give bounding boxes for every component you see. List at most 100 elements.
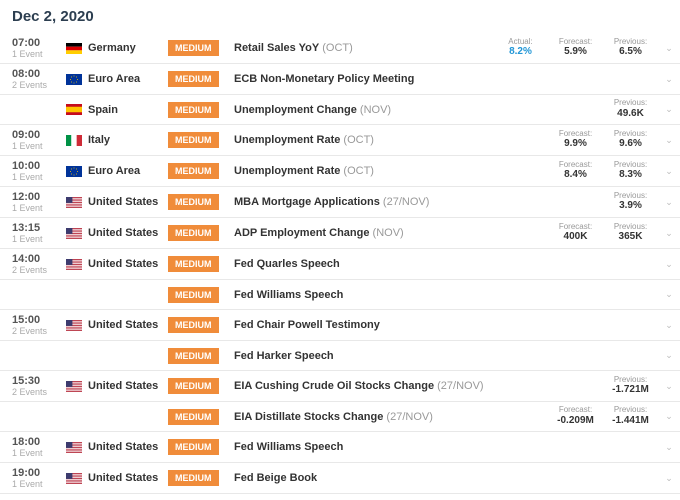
previous-cell: Previous:365K	[603, 223, 658, 244]
event-time: 13:15	[12, 222, 60, 234]
event-name: Fed Harker Speech	[226, 350, 493, 362]
flag-cell	[60, 320, 88, 331]
expand-chevron-icon[interactable]: ⌄	[658, 43, 680, 54]
event-row[interactable]: MEDIUMFed Williams Speech⌄	[0, 280, 680, 310]
time-cell: 14:002 Events	[0, 253, 60, 275]
expand-chevron-icon[interactable]: ⌄	[658, 104, 680, 115]
flag-cell	[60, 473, 88, 484]
previous-label: Previous:	[603, 223, 658, 232]
event-row[interactable]: MEDIUMEIA Distillate Stocks Change (27/N…	[0, 402, 680, 432]
event-name: Fed Quarles Speech	[226, 258, 493, 270]
expand-chevron-icon[interactable]: ⌄	[658, 320, 680, 331]
time-cell: 08:002 Events	[0, 68, 60, 90]
event-name: Fed Williams Speech	[226, 289, 493, 301]
eu-flag-icon	[66, 74, 82, 85]
event-list: 07:001 EventGermanyMEDIUMRetail Sales Yo…	[0, 33, 680, 494]
event-name: ADP Employment Change (NOV)	[226, 227, 493, 239]
previous-cell: Previous:9.6%	[603, 130, 658, 151]
date-header: Dec 2, 2020	[0, 0, 680, 33]
forecast-label: Forecast:	[548, 161, 603, 170]
impact-cell: MEDIUM	[168, 71, 226, 87]
forecast-value: 400K	[548, 231, 603, 243]
event-name: EIA Distillate Stocks Change (27/NOV)	[226, 411, 493, 423]
impact-badge: MEDIUM	[168, 256, 219, 272]
country-name: Italy	[88, 134, 168, 146]
us-flag-icon	[66, 381, 82, 392]
de-flag-icon	[66, 43, 82, 54]
us-flag-icon	[66, 228, 82, 239]
us-flag-icon	[66, 197, 82, 208]
time-cell: 10:001 Event	[0, 160, 60, 182]
country-name: Spain	[88, 104, 168, 116]
expand-chevron-icon[interactable]: ⌄	[658, 197, 680, 208]
event-row[interactable]: 19:001 EventUnited StatesMEDIUMFed Beige…	[0, 463, 680, 494]
forecast-cell: Forecast:400K	[548, 223, 603, 244]
previous-cell: Previous:-1.721M	[603, 376, 658, 397]
expand-chevron-icon[interactable]: ⌄	[658, 166, 680, 177]
expand-chevron-icon[interactable]: ⌄	[658, 411, 680, 422]
impact-badge: MEDIUM	[168, 225, 219, 241]
expand-chevron-icon[interactable]: ⌄	[658, 259, 680, 270]
impact-cell: MEDIUM	[168, 163, 226, 179]
impact-cell: MEDIUM	[168, 225, 226, 241]
expand-chevron-icon[interactable]: ⌄	[658, 381, 680, 392]
country-name: Euro Area	[88, 165, 168, 177]
event-row[interactable]: 14:002 EventsUnited StatesMEDIUMFed Quar…	[0, 249, 680, 280]
event-time: 18:00	[12, 436, 60, 448]
event-time: 12:00	[12, 191, 60, 203]
forecast-cell: Forecast:5.9%	[548, 38, 603, 59]
impact-badge: MEDIUM	[168, 102, 219, 118]
impact-badge: MEDIUM	[168, 348, 219, 364]
previous-value: -1.721M	[603, 384, 658, 396]
event-count: 1 Event	[12, 234, 60, 244]
flag-cell	[60, 259, 88, 270]
event-row[interactable]: 12:001 EventUnited StatesMEDIUMMBA Mortg…	[0, 187, 680, 218]
event-row[interactable]: MEDIUM Fed Harker Speech ⌄	[0, 341, 680, 371]
expand-chevron-icon[interactable]: ⌄	[658, 74, 680, 85]
event-row[interactable]: 15:002 EventsUnited StatesMEDIUMFed Chai…	[0, 310, 680, 341]
forecast-cell: Forecast:-0.209M	[548, 406, 603, 427]
flag-cell	[60, 442, 88, 453]
economic-calendar: Dec 2, 2020 07:001 EventGermanyMEDIUMRet…	[0, 0, 680, 494]
event-name: Fed Williams Speech	[226, 441, 493, 453]
forecast-cell: Forecast:8.4%	[548, 161, 603, 182]
event-time: 09:00	[12, 129, 60, 141]
event-row[interactable]: 08:002 EventsEuro AreaMEDIUMECB Non-Mone…	[0, 64, 680, 95]
previous-cell: Previous:49.6K	[603, 99, 658, 120]
expand-chevron-icon[interactable]: ⌄	[658, 289, 680, 300]
impact-badge: MEDIUM	[168, 317, 219, 333]
event-row[interactable]: 18:001 EventUnited StatesMEDIUMFed Willi…	[0, 432, 680, 463]
eu-flag-icon	[66, 166, 82, 177]
expand-chevron-icon[interactable]: ⌄	[658, 135, 680, 146]
flag-cell	[60, 197, 88, 208]
event-time: 08:00	[12, 68, 60, 80]
event-row[interactable]: 07:001 EventGermanyMEDIUMRetail Sales Yo…	[0, 33, 680, 64]
us-flag-icon	[66, 259, 82, 270]
expand-chevron-icon[interactable]: ⌄	[658, 350, 680, 361]
impact-cell: MEDIUM	[168, 470, 226, 486]
event-row[interactable]: SpainMEDIUMUnemployment Change (NOV)Prev…	[0, 95, 680, 125]
forecast-label: Forecast:	[548, 130, 603, 139]
previous-label: Previous:	[603, 376, 658, 385]
previous-value: 8.3%	[603, 169, 658, 181]
actual-cell: Actual:8.2%	[493, 38, 548, 59]
impact-cell: MEDIUM	[168, 102, 226, 118]
time-cell: 15:302 Events	[0, 375, 60, 397]
event-row[interactable]: 15:302 EventsUnited StatesMEDIUMEIA Cush…	[0, 371, 680, 402]
event-row[interactable]: 10:001 EventEuro AreaMEDIUMUnemployment …	[0, 156, 680, 187]
event-count: 2 Events	[12, 326, 60, 336]
previous-cell: Previous:6.5%	[603, 38, 658, 59]
country-name: United States	[88, 472, 168, 484]
time-cell: 12:001 Event	[0, 191, 60, 213]
expand-chevron-icon[interactable]: ⌄	[658, 442, 680, 453]
expand-chevron-icon[interactable]: ⌄	[658, 473, 680, 484]
forecast-value: 9.9%	[548, 138, 603, 150]
impact-badge: MEDIUM	[168, 132, 219, 148]
event-count: 2 Events	[12, 80, 60, 90]
forecast-cell: Forecast:9.9%	[548, 130, 603, 151]
event-row[interactable]: 13:151 Event United StatesMEDIUM ADP Emplo…	[0, 218, 680, 249]
event-row[interactable]: 09:001 EventItalyMEDIUMUnemployment Rate…	[0, 125, 680, 156]
country-name: United States	[88, 227, 168, 239]
forecast-label: Forecast:	[548, 223, 603, 232]
expand-chevron-icon[interactable]: ⌄	[658, 228, 680, 239]
